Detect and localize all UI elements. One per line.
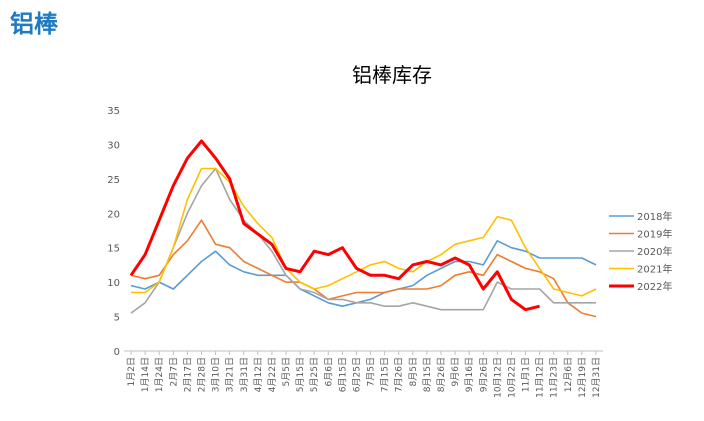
x-tick-label: 10月22日 <box>506 357 517 398</box>
legend-label: 2020年 <box>637 245 672 258</box>
x-tick-label: 12月19日 <box>577 357 588 398</box>
x-tick-label: 2月28日 <box>196 357 207 392</box>
legend-label: 2019年 <box>637 228 672 241</box>
x-tick-label: 6月6日 <box>323 357 334 386</box>
legend-label: 2018年 <box>637 210 672 223</box>
series-line <box>130 219 597 318</box>
x-tick-label: 5月15日 <box>295 357 306 392</box>
x-tick-label: 8月5日 <box>408 357 419 386</box>
x-tick-label: 8月26日 <box>436 357 447 392</box>
legend-label: 2021年 <box>637 263 672 276</box>
x-tick-label: 7月5日 <box>366 357 377 386</box>
legend-label: 2022年 <box>637 280 672 293</box>
x-tick-label: 5月5日 <box>281 357 292 386</box>
x-tick-label: 12月31日 <box>591 357 602 398</box>
x-tick-label: 5月25日 <box>309 357 320 392</box>
x-tick-label: 1月2日 <box>126 357 137 386</box>
page-title: 铝棒 <box>10 10 59 38</box>
x-tick-label: 11月1日 <box>521 357 532 392</box>
x-tick-label: 12月6日 <box>563 357 574 392</box>
series-line <box>130 167 596 314</box>
x-tick-label: 8月15日 <box>422 357 433 392</box>
y-tick-label: 25 <box>107 175 120 186</box>
x-tick-label: 6月25日 <box>351 357 362 392</box>
x-tick-label: 4月12日 <box>253 357 264 392</box>
y-tick-label: 35 <box>107 106 120 117</box>
y-tick-label: 15 <box>107 244 120 255</box>
x-tick-label: 6月15日 <box>337 357 348 392</box>
x-tick-label: 9月26日 <box>478 357 489 392</box>
x-tick-label: 9月6日 <box>450 357 461 386</box>
series-line <box>129 139 540 312</box>
x-tick-label: 3月21日 <box>225 357 236 392</box>
chart-title: 铝棒库存 <box>352 63 432 87</box>
series-line <box>131 167 597 297</box>
x-tick-label: 10月12日 <box>492 357 503 398</box>
x-tick-label: 7月15日 <box>380 357 391 392</box>
x-tick-label: 11月12日 <box>535 357 546 398</box>
x-tick-label: 3月10日 <box>211 357 222 392</box>
y-tick-label: 0 <box>114 347 120 358</box>
y-tick-label: 30 <box>107 140 120 151</box>
x-tick-label: 1月24日 <box>154 357 165 392</box>
x-tick-label: 1月14日 <box>140 357 151 392</box>
y-tick-label: 5 <box>114 313 120 324</box>
y-tick-label: 20 <box>107 209 120 220</box>
x-tick-label: 3月31日 <box>239 357 250 392</box>
y-tick-label: 10 <box>107 278 120 289</box>
x-tick-label: 11月23日 <box>549 357 560 398</box>
x-tick-label: 2月17日 <box>182 357 193 392</box>
x-tick-label: 7月26日 <box>394 357 405 392</box>
x-tick-label: 4月22日 <box>267 357 278 392</box>
x-tick-label: 2月7日 <box>168 357 179 386</box>
series-line <box>130 240 597 307</box>
x-tick-label: 9月16日 <box>464 357 475 392</box>
